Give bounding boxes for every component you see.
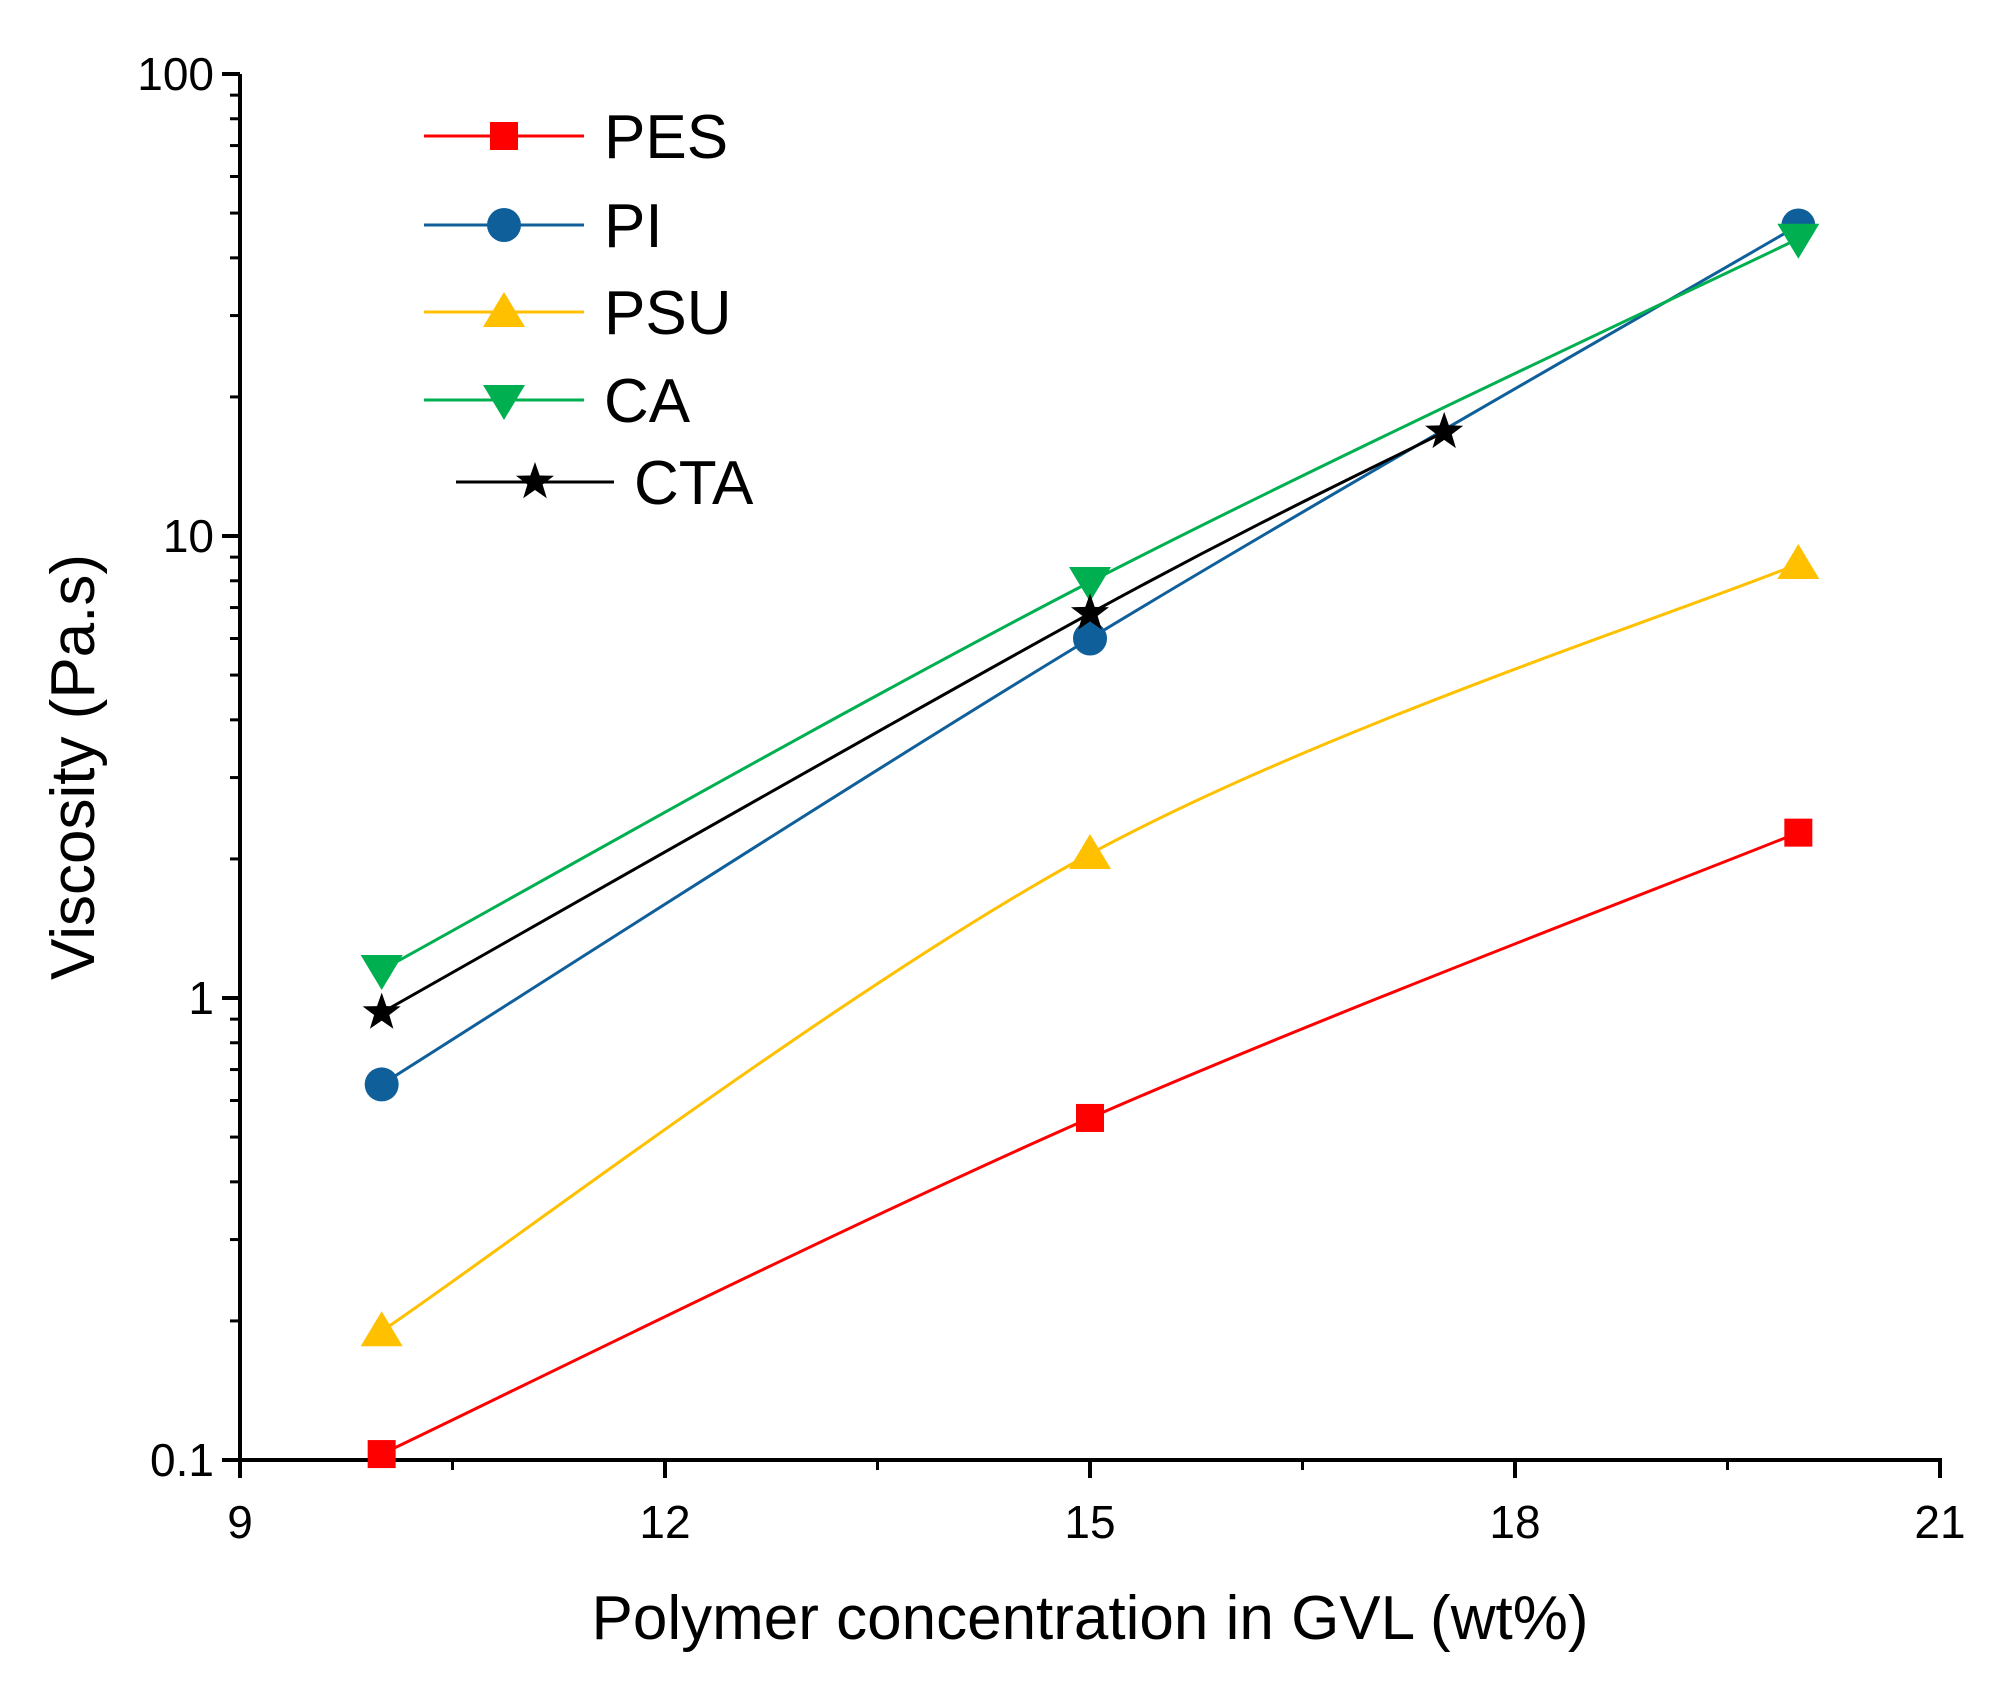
- y-tick-label: 100: [137, 48, 214, 100]
- plot-series: [360, 208, 1820, 1469]
- data-point-psu: [1069, 833, 1111, 869]
- data-point-ca: [360, 954, 403, 990]
- series-markers-ca: [360, 223, 1820, 990]
- y-axis-ticks: 0.1 1 10 100: [137, 48, 240, 1486]
- series-markers-pes: [367, 818, 1813, 1469]
- series-cta: [380, 430, 1445, 1014]
- legend-label: PES: [604, 103, 728, 172]
- x-tick-label: 12: [639, 1496, 690, 1548]
- data-point-ca: [1069, 567, 1111, 603]
- data-point-pi: [364, 1067, 399, 1102]
- y-tick-label: 0.1: [150, 1434, 214, 1486]
- data-point-pes: [367, 1440, 396, 1469]
- x-axis-ticks: 9 12 15 18 21: [227, 1460, 1966, 1548]
- legend-item-cta: CTA: [456, 449, 754, 518]
- data-point-psu: [360, 1311, 403, 1347]
- legend-marker: [483, 385, 525, 420]
- y-tick-label: 10: [163, 510, 214, 562]
- legend-item-pi: PI: [424, 192, 663, 261]
- x-tick-label: 15: [1064, 1496, 1115, 1548]
- x-tick-label: 18: [1489, 1496, 1540, 1548]
- legend-marker: [487, 208, 521, 242]
- data-point-psu: [1777, 543, 1820, 579]
- legend-marker: [516, 462, 554, 499]
- data-point-pes: [1076, 1103, 1104, 1132]
- x-axis-title: Polymer concentration in GVL (wt%): [592, 1584, 1589, 1653]
- series-markers-psu: [360, 543, 1820, 1347]
- data-point-cta: [1071, 593, 1109, 630]
- x-tick-label: 9: [227, 1496, 253, 1548]
- y-tick-label: 1: [188, 972, 214, 1024]
- legend-item-pes: PES: [424, 103, 728, 172]
- legend-label: CA: [604, 367, 691, 436]
- legend-label: PSU: [604, 279, 731, 348]
- data-point-pes: [1784, 818, 1813, 847]
- x-tick-label: 21: [1914, 1496, 1965, 1548]
- legend-item-psu: PSU: [424, 279, 731, 348]
- legend-item-ca: CA: [424, 367, 691, 436]
- series-line-cta: [380, 430, 1445, 1014]
- legend-label: CTA: [634, 449, 754, 518]
- legend-label: PI: [604, 192, 663, 261]
- data-point-cta: [362, 992, 401, 1029]
- data-point-ca: [1777, 223, 1820, 259]
- legend: PES PI PSU CA CTA: [424, 103, 754, 518]
- y-axis-title: Viscosity (Pa.s): [39, 554, 108, 980]
- legend-marker: [483, 292, 525, 327]
- data-point-pi: [1073, 621, 1107, 656]
- series-markers-cta: [362, 411, 1464, 1029]
- data-point-cta: [1425, 411, 1464, 449]
- legend-marker: [490, 122, 518, 150]
